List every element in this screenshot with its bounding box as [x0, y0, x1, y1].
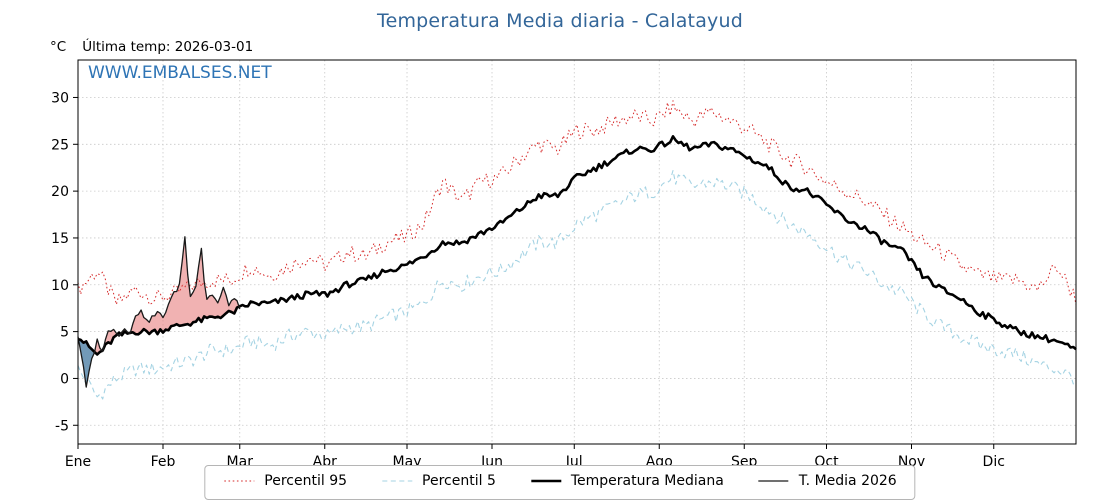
y-tick-label: 5 — [60, 325, 69, 341]
legend-item-p5: Percentil 5 — [381, 473, 496, 489]
watermark: WWW.EMBALSES.NET — [88, 63, 272, 83]
plot-frame — [77, 59, 1077, 445]
y-tick-label: 15 — [51, 231, 69, 247]
legend-item-current: T. Media 2026 — [758, 473, 897, 489]
legend-item-median: Temperatura Mediana — [530, 473, 724, 489]
legend-swatch-median — [530, 479, 561, 483]
y-unit-label: °C — [50, 39, 67, 55]
legend-label: Percentil 95 — [264, 473, 348, 489]
legend-item-p95: Percentil 95 — [223, 473, 347, 489]
legend-label: Temperatura Mediana — [570, 473, 724, 489]
fill-below-median — [78, 339, 95, 388]
series-line-median — [77, 135, 1077, 356]
meta-row: °C Última temp: 2026-03-01 — [50, 39, 253, 55]
chart-legend: Percentil 95 Percentil 5 Temperatura Media… — [204, 465, 916, 500]
page-title: Temperatura Media diaria - Calatayud — [377, 10, 743, 32]
fill-above-median — [130, 236, 239, 335]
y-tick-label: -5 — [55, 418, 69, 434]
legend-label: T. Media 2026 — [798, 473, 897, 489]
y-tick-label: 20 — [51, 184, 69, 200]
y-tick-label: 30 — [51, 90, 69, 106]
series-line-p95 — [77, 100, 1077, 306]
fill-above-median — [103, 329, 118, 350]
x-tick-label: Ene — [65, 454, 91, 470]
legend-swatch-current — [758, 480, 789, 482]
y-tick-label: 10 — [51, 278, 69, 294]
x-tick-label: Dic — [983, 454, 1005, 470]
series-line-current — [77, 236, 241, 388]
series-line-p5 — [77, 169, 1077, 400]
y-tick-label: 0 — [60, 371, 69, 387]
legend-label: Percentil 5 — [422, 473, 496, 489]
legend-swatch-p95 — [224, 480, 255, 482]
x-tick-label: Feb — [151, 454, 176, 470]
last-temp-label: Última temp: 2026-03-01 — [82, 39, 254, 55]
y-tick-label: 25 — [51, 137, 69, 153]
legend-swatch-p5 — [382, 480, 413, 482]
